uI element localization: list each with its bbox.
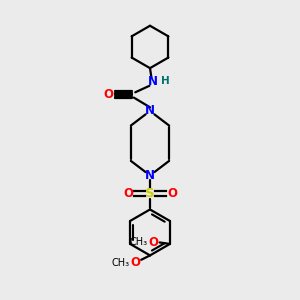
Text: N: N — [148, 75, 158, 88]
Text: O: O — [130, 256, 140, 269]
Text: N: N — [145, 104, 155, 117]
Text: S: S — [145, 187, 155, 200]
Text: N: N — [145, 169, 155, 182]
Text: CH₃: CH₃ — [112, 258, 130, 268]
Text: CH₃: CH₃ — [130, 238, 148, 248]
Text: O: O — [167, 187, 177, 200]
Text: O: O — [149, 236, 159, 249]
Text: O: O — [104, 88, 114, 101]
Text: H: H — [161, 76, 170, 86]
Text: O: O — [123, 187, 133, 200]
